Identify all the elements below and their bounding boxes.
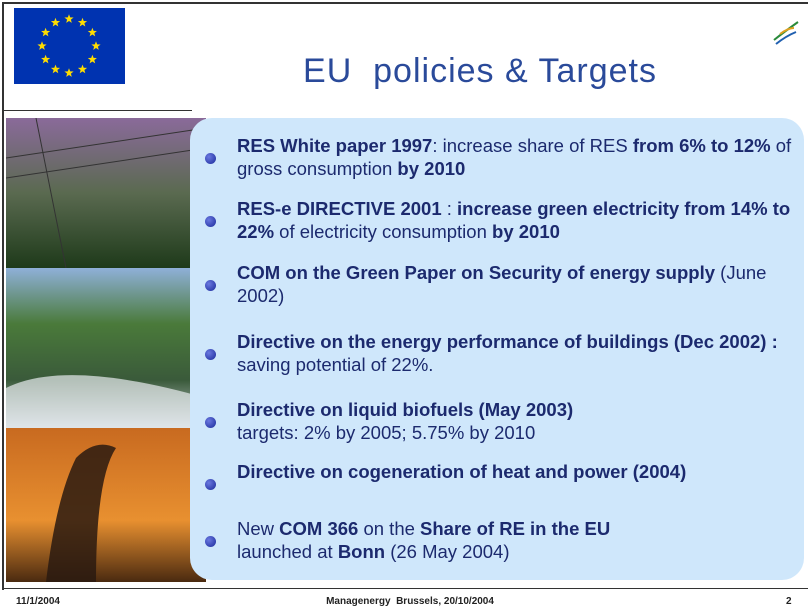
bullet: RES White paper 1997: increase share of … (237, 134, 792, 180)
bullet-dot (205, 536, 216, 547)
text: : increase share of RES (432, 135, 633, 156)
bold-text: RES-e DIRECTIVE 2001 (237, 198, 442, 219)
bold-text: Directive on the energy performance of b… (237, 331, 778, 352)
bullet-dot (205, 479, 216, 490)
frame (2, 588, 808, 589)
frame (2, 2, 808, 4)
footer-event: Managenergy Brussels, 20/10/2004 (260, 596, 560, 607)
text: targets: 2% by 2005; 5.75% by 2010 (237, 422, 535, 443)
text: on the (358, 518, 420, 539)
bullet: New COM 366 on the Share of RE in the EU… (237, 517, 792, 563)
bullet: COM on the Green Paper on Security of en… (237, 261, 792, 307)
bold-text: COM 366 (279, 518, 358, 539)
bold-text: COM on the Green Paper on Security of en… (237, 262, 715, 283)
bold-text: by 2010 (492, 221, 560, 242)
bold-text: Bonn (338, 541, 385, 562)
bullet: Directive on cogeneration of heat and po… (237, 460, 792, 483)
slide: EU policies & Targets RES White paper 19… (0, 0, 810, 612)
bold-text: from 6% to 12% (633, 135, 771, 156)
text: launched at (237, 541, 338, 562)
footer-date: 11/1/2004 (16, 596, 60, 607)
bold-text: RES White paper 1997 (237, 135, 432, 156)
bullet-dot (205, 153, 216, 164)
bullet-dot (205, 216, 216, 227)
bullet-dot (205, 417, 216, 428)
photos (6, 118, 206, 582)
frame (2, 110, 192, 111)
bold-text: Directive on cogeneration of heat and po… (237, 461, 686, 482)
text: saving potential of 22%. (237, 354, 433, 375)
text: New (237, 518, 279, 539)
bullet-dot (205, 349, 216, 360)
bold-text: Directive on liquid biofuels (May 2003) (237, 399, 573, 420)
text: (26 May 2004) (385, 541, 509, 562)
text: : (442, 198, 457, 219)
frame (2, 2, 4, 590)
logo (770, 18, 802, 46)
bold-text: Share of RE in the EU (420, 518, 610, 539)
bullet: RES-e DIRECTIVE 2001 : increase green el… (237, 197, 792, 243)
bullet: Directive on the energy performance of b… (237, 330, 792, 376)
bold-text: by 2010 (397, 158, 465, 179)
eu-flag (14, 8, 125, 84)
page-number: 2 (786, 596, 792, 607)
bullet-dot (205, 280, 216, 291)
text: of electricity consumption (274, 221, 492, 242)
slide-title: EU policies & Targets (240, 52, 720, 91)
bullet: Directive on liquid biofuels (May 2003) … (237, 398, 792, 444)
